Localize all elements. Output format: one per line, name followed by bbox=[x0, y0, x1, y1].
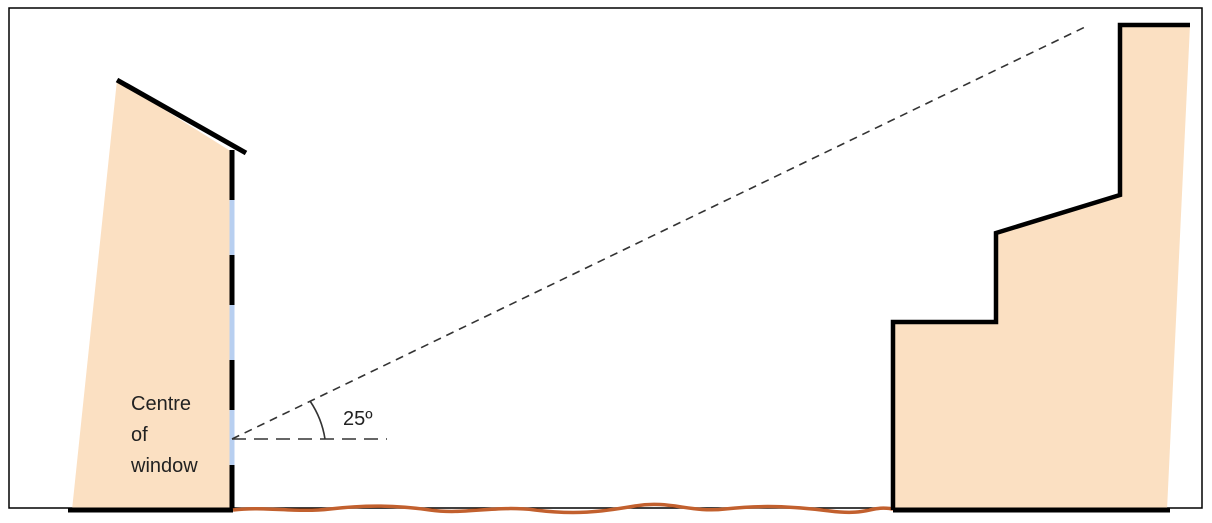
window-label-line2: of bbox=[131, 424, 148, 446]
diagram-border bbox=[8, 7, 1203, 509]
sight-line bbox=[231, 26, 1086, 440]
right-building bbox=[893, 25, 1190, 510]
window-label-line1: Centre bbox=[131, 393, 191, 415]
window-label-line3: window bbox=[130, 455, 198, 477]
right-building-outline bbox=[890, 22, 1190, 510]
angle-label: 25º bbox=[343, 408, 373, 430]
ground-path bbox=[232, 502, 894, 515]
left-building bbox=[72, 80, 232, 510]
left-building-roof bbox=[115, 77, 248, 156]
angle-arc bbox=[309, 400, 326, 440]
